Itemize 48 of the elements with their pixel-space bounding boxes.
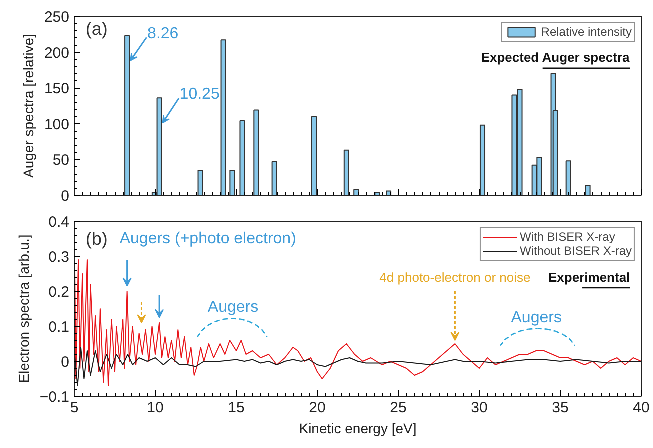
annotation: Augers [511,309,562,326]
x-tick-label: 35 [552,400,569,416]
x-tick-label: 40 [633,400,650,416]
y-axis-title: Auger spectra [relative] [20,34,36,178]
legend-label: With BISER X-ray [520,230,616,244]
bar [124,35,130,196]
x-tick-label: 5 [70,400,79,416]
y-tick-label: 200 [44,44,70,62]
x-tick-label: 30 [471,400,488,416]
y-tick-label: 0 [61,188,70,205]
x-axis-title: Kinetic energy [eV] [299,420,417,436]
bar [585,184,591,196]
x-tick-label: 10 [147,400,164,416]
annotation: 8.26 [148,25,179,42]
bar [240,120,246,196]
annotation: Experimental [548,270,630,285]
y-tick-label: −0.1 [40,389,70,406]
annotation: (b) [86,229,108,249]
x-tick-label: 20 [309,400,326,416]
annotation: 4d photo-electron or noise [380,270,531,285]
annotation: (a) [86,19,108,40]
bar [198,170,204,196]
y-tick-label: 150 [44,80,70,98]
bar [272,161,278,196]
bar [254,110,260,196]
y-tick-label: 0.2 [48,284,70,301]
annotation: Augers (+photo electron) [120,230,296,248]
y-axis-title: Electron spectra [arb.u.] [16,234,32,384]
annotation: 10.25 [180,86,220,104]
bar [220,40,226,196]
annotation: Expected Auger spectra [481,50,630,66]
y-tick-label: 0 [61,354,70,371]
y-tick-label: 0.4 [48,214,70,231]
x-tick-label: 15 [228,400,245,416]
bar [566,160,572,196]
legend-label: Without BISER X-ray [520,244,632,258]
y-tick-label: 0.3 [48,249,70,266]
legend-label: Relative intensity [541,25,632,39]
x-tick-label: 25 [390,400,407,416]
bar [230,170,236,196]
y-tick-label: 250 [44,9,70,26]
bar [480,124,486,196]
annotation: Augers [208,298,259,316]
bar [344,150,350,196]
bar [311,116,318,196]
y-tick-label: 0.1 [48,319,70,336]
y-tick-label: 100 [44,116,70,134]
y-tick-label: 50 [52,152,70,170]
